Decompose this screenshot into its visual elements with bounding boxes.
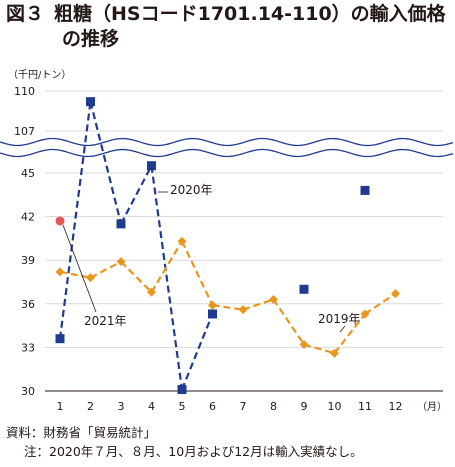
data-point-2019 <box>238 305 248 315</box>
x-tick-label: 6 <box>209 400 216 413</box>
series-segment <box>59 270 91 279</box>
title-text: 粗糖（HSコード1701.14-110）の輸入価格 <box>54 3 446 25</box>
series-label-2019: 2019年 <box>318 312 361 326</box>
x-tick-label: 9 <box>301 400 308 413</box>
title-line-1: 図３ 粗糖（HSコード1701.14-110）の輸入価格 <box>6 2 452 27</box>
footnote: 注：2020年７月、８月、10月および12月は輸入実績なし。 <box>24 444 363 459</box>
series-segment <box>89 101 123 225</box>
chart-title: 図３ 粗糖（HSコード1701.14-110）の輸入価格 の推移 <box>6 2 452 52</box>
series-segment <box>364 292 397 315</box>
data-point-2019 <box>177 236 187 246</box>
series-segment <box>120 260 153 293</box>
title-line-2: の推移 <box>62 28 120 50</box>
data-point-2019 <box>299 339 309 349</box>
y-tick-label: 30 <box>21 385 35 398</box>
series-segment <box>58 101 92 339</box>
y-unit-label: （千円/トン） <box>8 70 72 81</box>
data-point-2019 <box>330 348 339 358</box>
y-tick-label: 33 <box>21 341 35 354</box>
data-point-2019 <box>360 309 370 319</box>
y-tick-label: 39 <box>21 254 35 267</box>
x-tick-label: 5 <box>179 400 186 413</box>
x-tick-label: 10 <box>328 400 342 413</box>
series-label-2021-leader <box>62 224 97 313</box>
notes: 資料：財務省「貿易統計」 注：2020年７月、８月、10月および12月は輸入実績… <box>6 423 363 461</box>
y-tick-label: 36 <box>21 298 35 311</box>
series-label-2020: 2020年 <box>170 183 213 197</box>
series-lines <box>58 101 397 390</box>
axis-break <box>0 137 455 158</box>
data-point-2019 <box>208 300 217 310</box>
data-point-2021 <box>55 216 65 226</box>
data-point-2019 <box>116 257 126 267</box>
data-point-2020 <box>86 97 95 107</box>
data-point-2020 <box>55 334 65 344</box>
data-point-2020 <box>177 385 187 395</box>
data-point-2020 <box>116 219 126 229</box>
series-label-2019-leader <box>339 325 346 333</box>
series-segment <box>181 240 214 306</box>
data-point-2019 <box>55 267 65 277</box>
x-tick-label: 8 <box>270 400 277 413</box>
x-tick-label: 7 <box>240 400 247 413</box>
data-point-2020 <box>360 185 370 195</box>
series-segment <box>333 313 366 354</box>
data-point-2020 <box>208 309 217 319</box>
x-tick-label: 11 <box>358 400 372 413</box>
y-tick-label: 110 <box>14 85 35 98</box>
figure-number: 図３ <box>6 3 45 25</box>
data-point-2019 <box>391 289 400 299</box>
series-segment <box>120 165 153 225</box>
x-tick-label: 12 <box>389 400 403 413</box>
y-tick-label: 107 <box>14 125 35 138</box>
series-markers <box>55 97 400 395</box>
source-note: 資料：財務省「貿易統計」 <box>6 425 157 440</box>
axis-break-band <box>0 140 455 157</box>
x-tick-label: 2 <box>87 400 94 413</box>
series-segment <box>89 260 122 279</box>
y-tick-label: 45 <box>21 167 35 180</box>
data-point-2020 <box>299 284 309 294</box>
y-tick-label: 42 <box>21 211 35 224</box>
grid-lines <box>45 90 443 348</box>
series-segment <box>150 165 184 390</box>
data-point-2019 <box>269 294 278 304</box>
series-segment <box>272 298 305 346</box>
x-unit-label: （月） <box>417 401 447 413</box>
x-tick-label: 3 <box>118 400 125 413</box>
axis-break-wave <box>0 148 454 158</box>
data-point-2019 <box>147 287 156 297</box>
series-segment <box>212 304 244 311</box>
axis-break-wave <box>0 137 454 147</box>
data-point-2019 <box>86 273 95 283</box>
x-tick-label: 4 <box>148 400 155 413</box>
series-segment <box>242 298 274 311</box>
series-segment <box>303 343 335 355</box>
series-segment <box>180 313 214 390</box>
series-segment <box>150 240 183 293</box>
x-tick-label: 1 <box>57 400 64 413</box>
data-point-2020 <box>147 161 156 171</box>
series-label-2021: 2021年 <box>84 314 127 328</box>
